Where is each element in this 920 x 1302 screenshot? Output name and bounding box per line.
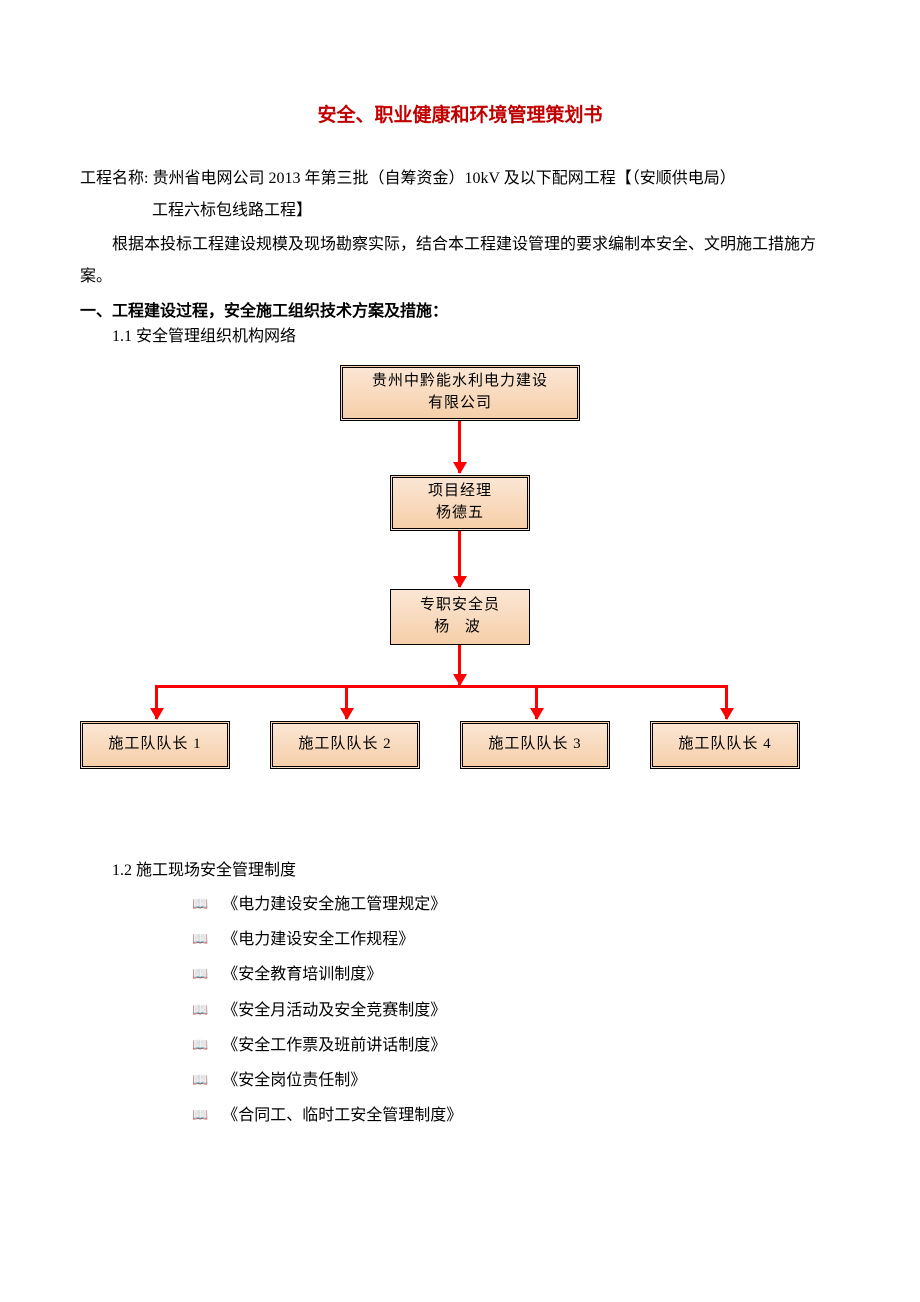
list-item: 📖 《电力建设安全施工管理规定》	[192, 887, 840, 922]
intro-paragraph: 根据本投标工程建设规模及现场勘察实际，结合本工程建设管理的要求编制本安全、文明施…	[80, 229, 840, 293]
book-icon: 📖	[192, 960, 208, 989]
org-safety-line2: 杨 波	[391, 617, 529, 639]
org-leaf-1-label: 施工队队长 1	[83, 734, 227, 756]
org-leaf-4: 施工队队长 4	[650, 721, 800, 769]
reg-text: 《安全教育培训制度》	[222, 966, 382, 983]
org-arrow-3	[458, 645, 461, 685]
book-icon: 📖	[192, 1031, 208, 1060]
org-root-line1: 贵州中黔能水利电力建设	[343, 371, 577, 393]
org-pm-line1: 项目经理	[393, 481, 527, 503]
org-node-pm: 项目经理 杨德五	[390, 475, 530, 531]
org-leaf-4-label: 施工队队长 4	[653, 734, 797, 756]
list-item: 📖 《安全教育培训制度》	[192, 957, 840, 992]
regulation-list: 📖 《电力建设安全施工管理规定》 📖 《电力建设安全工作规程》 📖 《安全教育培训制度…	[80, 887, 840, 1133]
org-leaf-2: 施工队队长 2	[270, 721, 420, 769]
book-icon: 📖	[192, 890, 208, 919]
org-node-root: 贵州中黔能水利电力建设 有限公司	[340, 365, 580, 421]
org-arrow-2	[458, 531, 461, 587]
reg-text: 《合同工、临时工安全管理制度》	[222, 1107, 462, 1124]
reg-text: 《安全月活动及安全竞赛制度》	[222, 1002, 446, 1019]
reg-text: 《安全岗位责任制》	[222, 1072, 366, 1089]
page: 安全、职业健康和环境管理策划书 工程名称: 贵州省电网公司 2013 年第三批（…	[0, 0, 920, 1302]
org-leaf-2-label: 施工队队长 2	[273, 734, 417, 756]
org-chart: 贵州中黔能水利电力建设 有限公司 项目经理 杨德五 专职安全员 杨 波 施工队队…	[80, 365, 840, 855]
org-leaf-arrow-1	[155, 685, 158, 719]
org-root-line2: 有限公司	[343, 393, 577, 415]
project-label: 工程名称:	[80, 170, 148, 187]
list-item: 📖 《电力建设安全工作规程》	[192, 922, 840, 957]
subsection-1-2: 1.2 施工现场安全管理制度	[80, 855, 840, 887]
list-item: 📖 《安全工作票及班前讲话制度》	[192, 1028, 840, 1063]
reg-text: 《电力建设安全工作规程》	[222, 931, 414, 948]
org-safety-line1: 专职安全员	[391, 595, 529, 617]
reg-text: 《安全工作票及班前讲话制度》	[222, 1037, 446, 1054]
org-arrow-1	[458, 421, 461, 473]
intro-text: 根据本投标工程建设规模及现场勘察实际，结合本工程建设管理的要求编制本安全、文明施…	[80, 229, 840, 293]
book-icon: 📖	[192, 1066, 208, 1095]
list-item: 📖 《安全月活动及安全竞赛制度》	[192, 993, 840, 1028]
list-item: 📖 《安全岗位责任制》	[192, 1063, 840, 1098]
org-node-safety: 专职安全员 杨 波	[390, 589, 530, 645]
project-name-line2: 工程六标包线路工程】	[80, 195, 840, 227]
org-leaf-1: 施工队队长 1	[80, 721, 230, 769]
doc-title: 安全、职业健康和环境管理策划书	[80, 100, 840, 127]
book-icon: 📖	[192, 996, 208, 1025]
org-leaf-3-label: 施工队队长 3	[463, 734, 607, 756]
section-1-heading: 一、工程建设过程，安全施工组织技术方案及措施：	[80, 297, 840, 321]
book-icon: 📖	[192, 1101, 208, 1130]
project-name-line1: 贵州省电网公司 2013 年第三批（自筹资金）10kV 及以下配网工程【（安顺供…	[152, 170, 735, 187]
org-leaf-arrow-2	[345, 685, 348, 719]
org-leaf-arrow-3	[535, 685, 538, 719]
book-icon: 📖	[192, 925, 208, 954]
project-block: 工程名称: 贵州省电网公司 2013 年第三批（自筹资金）10kV 及以下配网工…	[80, 163, 840, 227]
org-hline	[155, 685, 725, 688]
subsection-1-1: 1.1 安全管理组织机构网络	[80, 321, 840, 353]
org-pm-line2: 杨德五	[393, 503, 527, 525]
org-leaf-3: 施工队队长 3	[460, 721, 610, 769]
org-leaf-arrow-4	[725, 685, 728, 719]
reg-text: 《电力建设安全施工管理规定》	[222, 896, 446, 913]
list-item: 📖 《合同工、临时工安全管理制度》	[192, 1098, 840, 1133]
